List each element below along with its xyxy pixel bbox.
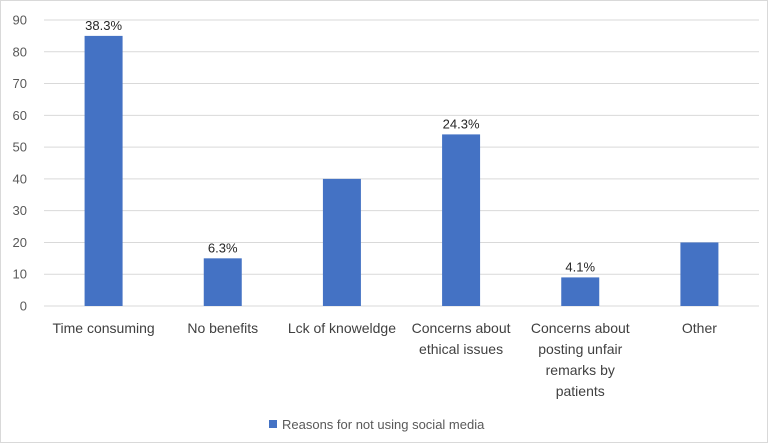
y-tick-label: 30 <box>13 203 27 218</box>
y-tick-label: 90 <box>13 13 27 28</box>
legend-swatch <box>269 420 277 428</box>
bar <box>322 178 361 306</box>
x-category-label: Concerns about <box>531 320 630 336</box>
y-tick-label: 60 <box>13 108 27 123</box>
bar <box>84 35 123 307</box>
x-category-label: patients <box>556 383 605 399</box>
data-label: 4.1% <box>565 259 595 274</box>
x-category-label: No benefits <box>187 320 258 336</box>
legend-label: Reasons for not using social media <box>282 417 485 432</box>
bar <box>561 277 600 306</box>
bar <box>203 258 242 306</box>
data-label: 6.3% <box>208 240 238 255</box>
x-category-label: remarks by <box>546 362 615 378</box>
x-category-label: Concerns about <box>412 320 511 336</box>
x-category-label: Lck of knoweldge <box>288 320 396 336</box>
x-category-label: Other <box>682 320 717 336</box>
y-tick-label: 50 <box>13 140 27 155</box>
x-category-label: posting unfair <box>538 341 622 357</box>
x-category-label: ethical issues <box>419 341 503 357</box>
data-label: 24.3% <box>443 116 480 131</box>
x-category-label: Time consuming <box>52 320 154 336</box>
y-tick-label: 80 <box>13 44 27 59</box>
y-tick-label: 40 <box>13 171 27 186</box>
y-tick-label: 20 <box>13 235 27 250</box>
bar <box>680 242 719 306</box>
bar <box>442 134 481 306</box>
y-tick-label: 70 <box>13 76 27 91</box>
y-tick-label: 10 <box>13 267 27 282</box>
data-label: 38.3% <box>85 18 122 33</box>
y-tick-label: 0 <box>20 299 27 314</box>
